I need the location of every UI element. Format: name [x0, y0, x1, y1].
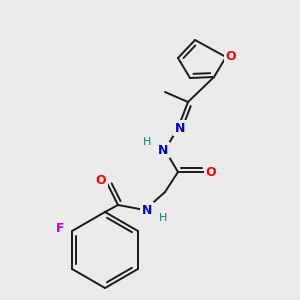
- Text: N: N: [142, 203, 152, 217]
- Text: N: N: [158, 143, 168, 157]
- Text: O: O: [96, 173, 106, 187]
- Text: F: F: [56, 221, 64, 235]
- Text: H: H: [143, 137, 151, 147]
- Text: O: O: [226, 50, 236, 64]
- Text: O: O: [206, 166, 216, 178]
- Text: N: N: [175, 122, 185, 134]
- Text: H: H: [159, 213, 167, 223]
